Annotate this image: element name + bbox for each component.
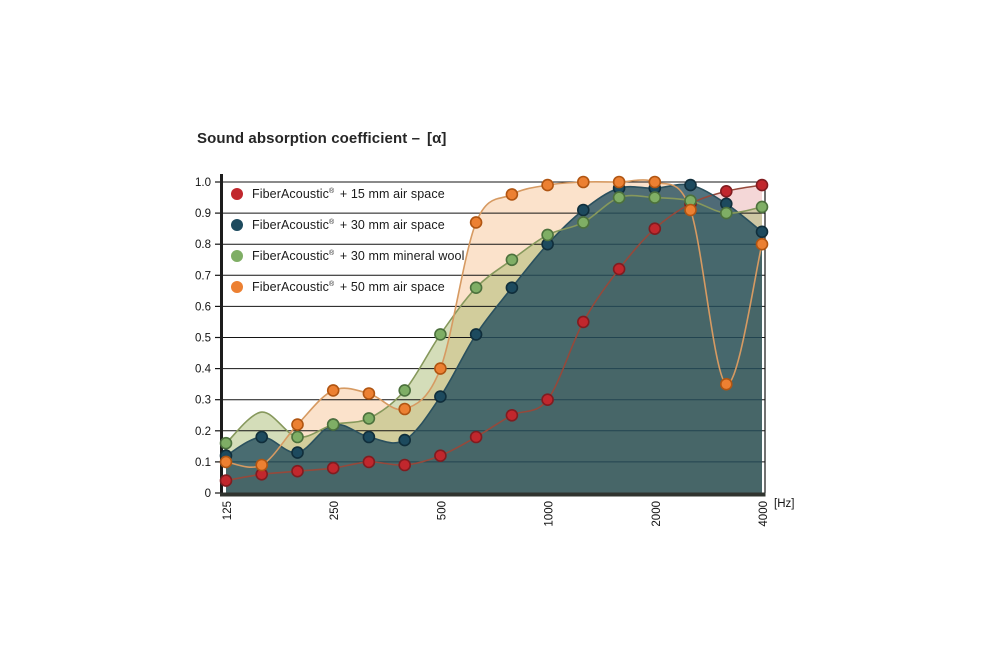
legend-label: FiberAcoustic® + 15 mm air space [252, 187, 445, 201]
legend-item-fa-15-air: FiberAcoustic® + 15 mm air space [231, 186, 445, 202]
data-point-fa-15-air [648, 222, 662, 236]
data-point-fa-50-air [362, 387, 376, 400]
markers-fa-30-wool [219, 191, 769, 450]
data-point-fa-30-air [434, 390, 447, 403]
data-point-fa-50-air [755, 237, 769, 251]
data-point-fa-30-wool [576, 216, 590, 229]
legend-dot-navy [231, 219, 243, 231]
x-tick-label: 2000 [651, 501, 663, 527]
data-point-fa-15-air [362, 455, 376, 469]
area-fa-30-air [226, 184, 762, 493]
x-tick-label: 1000 [544, 501, 556, 527]
chart-title-alpha-symbol: [α] [427, 130, 447, 147]
data-point-fa-30-wool [719, 206, 733, 220]
data-point-fa-30-air [505, 281, 519, 294]
data-point-fa-15-air [219, 474, 233, 487]
data-point-fa-15-air [434, 449, 447, 463]
x-axis-unit-label: [Hz] [774, 498, 795, 510]
data-point-fa-30-wool [219, 436, 233, 450]
legend-dot-orange [231, 281, 243, 293]
y-tick-label: 0.8 [195, 239, 211, 251]
data-point-fa-50-air [255, 458, 269, 472]
data-point-fa-15-air [576, 315, 590, 329]
data-point-fa-50-air [291, 418, 304, 431]
data-point-fa-30-air [755, 225, 769, 239]
line-fa-15-air [225, 184, 763, 482]
data-point-fa-30-wool [612, 191, 626, 204]
markers-fa-50-air [219, 175, 769, 472]
data-point-fa-30-wool [648, 191, 662, 204]
y-tick-label: 0.4 [195, 364, 212, 376]
data-point-fa-30-air [469, 328, 483, 341]
data-point-fa-50-air [326, 384, 340, 397]
chart-title: Sound absorption coefficient – [α] [197, 130, 447, 147]
y-tick-label: 0.3 [195, 395, 211, 407]
legend-dot-green [231, 250, 243, 262]
data-point-fa-30-wool [505, 253, 519, 267]
chart-title-text: Sound absorption coefficient – [197, 130, 421, 147]
data-point-fa-30-air [576, 203, 590, 217]
y-tick-label: 1.0 [195, 177, 211, 189]
data-point-fa-30-air [291, 446, 304, 459]
legend-dot-red [231, 188, 243, 200]
x-tick-label: 250 [329, 501, 341, 520]
legend-item-fa-30-air: FiberAcoustic® + 30 mm air space [231, 217, 445, 233]
data-point-fa-30-air [684, 178, 697, 192]
data-point-fa-30-air [398, 433, 411, 447]
data-point-fa-50-air [648, 175, 662, 189]
data-point-fa-50-air [434, 362, 447, 375]
y-tick-label: 0.9 [195, 208, 211, 220]
data-point-fa-50-air [469, 216, 483, 229]
data-point-fa-15-air [755, 178, 769, 192]
data-point-fa-50-air [612, 175, 626, 189]
x-tick-label: 500 [436, 501, 448, 520]
data-point-fa-30-wool [755, 200, 769, 214]
data-point-fa-30-wool [291, 430, 304, 444]
data-point-fa-30-wool [398, 384, 411, 397]
data-point-fa-30-wool [469, 281, 483, 294]
y-tick-label: 0.2 [195, 426, 211, 438]
data-point-fa-30-wool [541, 228, 554, 242]
data-point-fa-50-air [576, 175, 590, 189]
legend-label: FiberAcoustic® + 30 mm air space [252, 218, 445, 232]
markers-fa-15-air [219, 178, 769, 487]
data-point-fa-50-air [684, 203, 697, 217]
data-point-fa-30-wool [326, 418, 340, 431]
data-point-fa-50-air [505, 188, 519, 201]
y-tick-label: 0.6 [195, 301, 211, 313]
data-point-fa-50-air [541, 178, 554, 192]
data-point-fa-15-air [612, 262, 626, 276]
data-point-fa-15-air [541, 393, 554, 406]
data-point-fa-15-air [291, 464, 304, 478]
x-tick-label: 4000 [758, 501, 770, 527]
y-tick-label: 0 [205, 488, 211, 500]
data-point-fa-50-air [219, 455, 233, 469]
y-axis-ticks: 0 0.1 0.2 0.3 0.4 0.5 0.6 0.7 0.8 0.9 1.0 [195, 177, 220, 500]
legend-item-fa-50-air: FiberAcoustic® + 50 mm air space [231, 279, 445, 295]
data-point-fa-30-air [362, 430, 376, 444]
data-point-fa-50-air [719, 377, 733, 391]
x-axis-ticks: 125 250 500 1000 2000 4000 [222, 501, 770, 527]
data-point-fa-15-air [505, 409, 519, 422]
data-point-fa-15-air [469, 430, 483, 444]
legend-item-fa-30-wool: FiberAcoustic® + 30 mm mineral wool [231, 248, 465, 264]
y-tick-label: 0.5 [195, 333, 211, 345]
data-point-fa-15-air [398, 458, 411, 472]
absorption-chart: 0 0.1 0.2 0.3 0.4 0.5 0.6 0.7 0.8 0.9 1.0 125 250 500… [195, 174, 770, 527]
data-point-fa-50-air [398, 402, 411, 416]
legend-label: FiberAcoustic® + 30 mm mineral wool [252, 249, 465, 263]
y-tick-label: 0.7 [195, 270, 211, 282]
data-point-fa-30-wool [434, 328, 447, 341]
x-tick-label: 125 [222, 501, 234, 520]
data-point-fa-30-wool [362, 412, 376, 425]
legend-label: FiberAcoustic® + 50 mm air space [252, 280, 445, 294]
data-point-fa-30-air [255, 430, 269, 444]
data-point-fa-15-air [719, 185, 733, 198]
y-tick-label: 0.1 [195, 457, 211, 469]
line-fa-30-wool [225, 194, 763, 444]
data-point-fa-15-air [326, 461, 340, 475]
